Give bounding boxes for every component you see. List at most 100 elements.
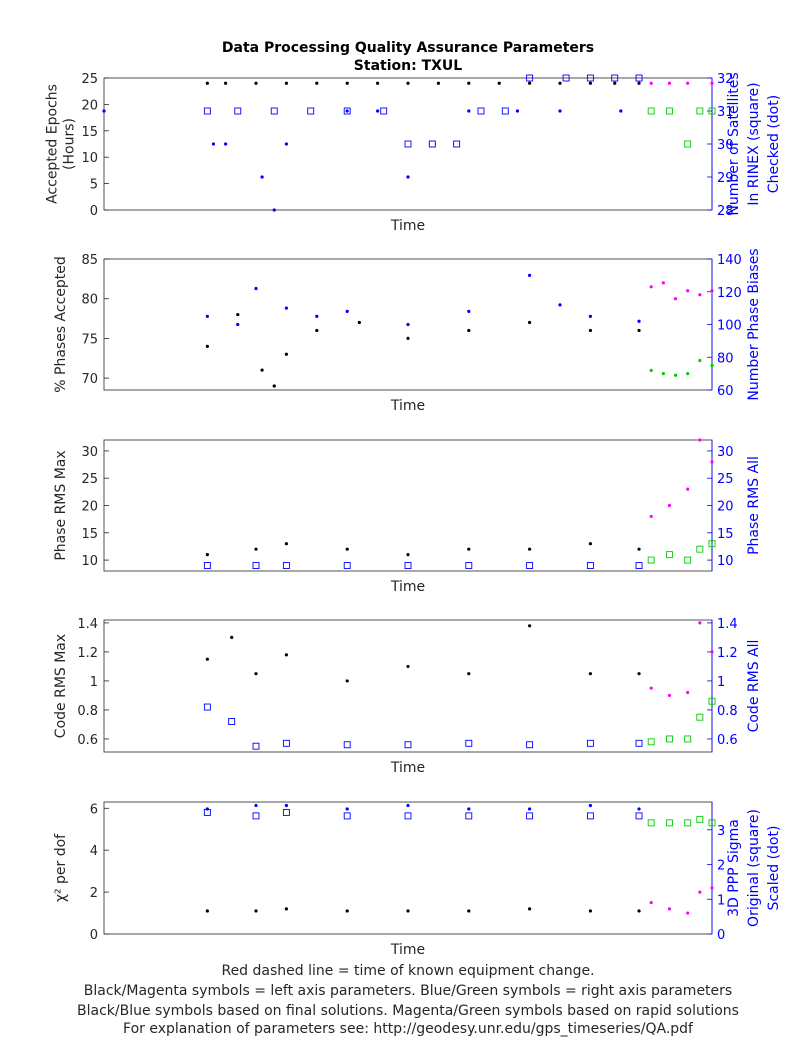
data-point-square: [684, 735, 692, 743]
data-point-dot: [205, 553, 209, 557]
data-point-dot: [260, 175, 264, 179]
panel-3: 10 15 20 25 30 10 15 20 25 30 Time Phase RMS Max Pha…: [53, 438, 762, 595]
y2-axis-label: Scaled (dot): [766, 826, 782, 911]
series-2: [205, 273, 641, 327]
data-point-dot: [236, 322, 240, 327]
data-point-dot: [315, 328, 319, 333]
data-point-square: [282, 739, 290, 747]
data-point-dot: [558, 81, 562, 85]
data-point-square: [526, 562, 534, 569]
data-point-dot: [284, 803, 288, 808]
y-axis-label: Phase RMS Max: [53, 450, 69, 560]
series-3: [649, 438, 714, 519]
data-point-square: [404, 140, 412, 148]
data-point-dot: [406, 909, 410, 913]
series-1: [205, 542, 641, 557]
data-point-dot: [588, 672, 593, 676]
right-tick-label: 120: [717, 286, 742, 301]
data-point-dot: [637, 328, 641, 333]
data-point-square: [343, 107, 351, 115]
data-point-square: [586, 74, 594, 82]
data-point-dot: [254, 547, 258, 551]
series-5: [647, 815, 716, 827]
right-tick-label: 15: [717, 527, 734, 542]
data-point-dot: [686, 911, 690, 915]
data-point-square: [665, 107, 673, 115]
figure-title: Data Processing Quality Assurance Parame…: [222, 40, 594, 56]
left-tick-label: 70: [81, 372, 98, 387]
right-tick-label: 0: [717, 928, 725, 943]
data-point-dot: [528, 320, 532, 325]
data-point-dot: [649, 686, 653, 690]
data-point-dot: [528, 907, 532, 911]
left-tick-label: 25: [81, 72, 98, 87]
data-point-square: [404, 562, 412, 569]
data-point-dot: [710, 81, 714, 85]
data-point-square: [635, 739, 643, 747]
right-tick-label: 0.6: [717, 733, 738, 748]
data-point-dot: [254, 803, 258, 808]
data-point-dot: [698, 438, 702, 442]
y-axis-label: Code RMS Max: [53, 634, 69, 738]
data-point-dot: [667, 81, 672, 85]
data-point-square: [252, 742, 260, 750]
data-point-square: [252, 562, 260, 569]
data-point-dot: [467, 547, 471, 551]
data-point-dot: [637, 909, 641, 913]
data-point-dot: [649, 81, 653, 85]
y2-axis-label: Number Phase Biases: [746, 248, 762, 400]
data-point-square: [203, 107, 211, 115]
data-point-square: [611, 74, 619, 82]
data-point-dot: [102, 109, 106, 113]
plot-area: [103, 801, 713, 935]
right-tick-label: 1.2: [717, 646, 738, 661]
data-point-square: [465, 812, 473, 820]
data-point-dot: [284, 352, 288, 356]
data-point-dot: [211, 142, 216, 146]
data-point-square: [380, 107, 388, 115]
right-tick-label: 10: [717, 554, 734, 569]
data-point-dot: [345, 909, 349, 913]
data-point-square: [203, 562, 211, 569]
data-point-square: [562, 74, 570, 82]
data-point-dot: [345, 309, 349, 313]
right-tick-label: 100: [717, 319, 742, 334]
data-point-dot: [467, 81, 471, 85]
left-tick-label: 20: [81, 98, 98, 113]
data-point-dot: [698, 621, 702, 625]
data-point-square: [635, 812, 643, 820]
y2-axis-label: Original (square): [746, 809, 762, 927]
data-point-dot: [224, 81, 228, 85]
data-point-dot: [254, 672, 258, 676]
data-point-square: [453, 140, 461, 148]
series-4: [649, 81, 714, 85]
left-tick-label: 10: [81, 151, 98, 166]
data-point-dot: [698, 293, 702, 297]
data-point-dot: [667, 503, 672, 508]
data-point-dot: [260, 368, 264, 372]
y2-axis-label: Phase RMS All: [746, 456, 762, 555]
data-point-dot: [686, 81, 690, 85]
data-point-dot: [637, 81, 641, 85]
data-point-dot: [588, 328, 593, 333]
plot-area: [103, 77, 713, 211]
x-axis-label: Time: [390, 760, 425, 776]
data-point-dot: [528, 807, 532, 811]
right-tick-label: 32: [717, 72, 734, 87]
series-2: [203, 703, 643, 750]
data-point-dot: [345, 807, 349, 811]
left-tick-label: 30: [81, 445, 98, 460]
data-point-dot: [667, 693, 672, 698]
data-point-dot: [667, 907, 672, 911]
data-point-dot: [673, 297, 678, 301]
data-point-dot: [649, 285, 653, 289]
data-point-dot: [588, 909, 593, 913]
data-point-dot: [710, 289, 714, 293]
left-tick-label: 0.8: [77, 704, 98, 719]
data-point-square: [665, 735, 673, 743]
data-point-dot: [205, 314, 209, 318]
x-axis-label: Time: [390, 579, 425, 595]
series-3: [205, 803, 641, 811]
data-point-dot: [673, 373, 678, 377]
data-point-square: [252, 812, 260, 820]
